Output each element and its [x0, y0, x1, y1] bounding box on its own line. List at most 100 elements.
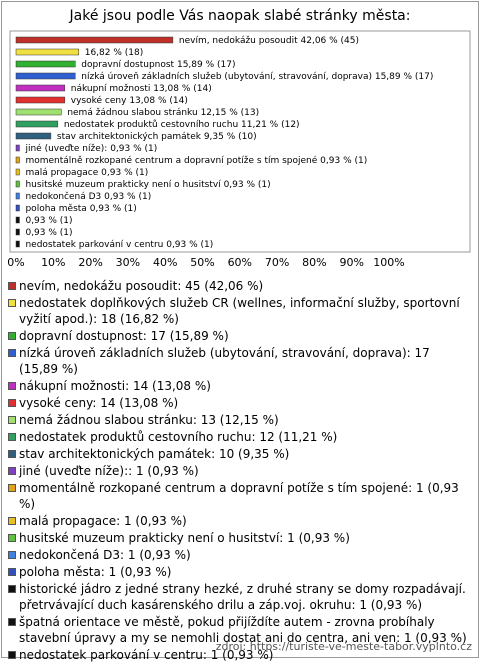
legend-swatch [8, 299, 16, 307]
legend-text: nedostatek produktů cestovního ruchu: 12… [19, 430, 338, 444]
legend: nevím, nedokážu posoudit: 45 (42,06 %) ne… [8, 278, 472, 664]
legend-swatch [8, 618, 16, 626]
bar-label: husitské muzeum prakticky není o husitst… [25, 179, 270, 190]
bar-label: 0,93 % (1) [25, 228, 72, 238]
legend-text: momentálně rozkopané centrum a dopravní … [19, 481, 459, 511]
bar-label: malá propagace 0,93 % (1) [25, 168, 148, 178]
bar-category: stav architektonických památek [57, 132, 202, 142]
legend-text: nevím, nedokážu posoudit: 45 (42,06 %) [19, 279, 264, 293]
value-label: 15,89 % (17) [375, 72, 434, 82]
legend-swatch [8, 282, 16, 290]
legend-swatch [8, 534, 16, 542]
plot-frame [9, 30, 471, 253]
chart-title: Jaké jsou podle Vás naopak slabé stránky… [69, 8, 411, 24]
bar-category: nevím, nedokážu posoudit [179, 36, 298, 46]
bar [15, 84, 66, 92]
bar [15, 96, 66, 104]
bar-category: momentálně rozkopané centrum a dopravní … [25, 155, 317, 166]
legend-text: nákupní možnosti: 14 (13,08 %) [19, 379, 211, 393]
bar-label: 0,93 % (1) [25, 216, 72, 226]
bar [15, 120, 59, 128]
legend-swatch [8, 517, 16, 525]
legend-item: špatná orientace ve městě, pokud přijížd… [8, 614, 472, 646]
bar [15, 132, 52, 140]
bar [15, 108, 62, 116]
x-tick-label: 70% [265, 256, 289, 269]
bar-category: malá propagace [25, 168, 98, 178]
bar-category: nízká úroveň základních služeb (ubytován… [81, 71, 372, 82]
legend-item: nákupní možnosti: 14 (13,08 %) [8, 378, 472, 394]
bar [15, 48, 79, 56]
legend-item: jiné (uveďte níže):: 1 (0,93 %) [8, 463, 472, 479]
x-tick-label: 30% [116, 256, 140, 269]
value-label: 11,21 % (12) [241, 120, 300, 130]
value-label: 0,93 % (1) [110, 144, 157, 154]
value-label: 0,93 % (1) [25, 216, 72, 226]
legend-item: nedostatek produktů cestovního ruchu: 12… [8, 429, 472, 445]
legend-swatch [8, 551, 16, 559]
x-tick-label: 20% [78, 256, 102, 269]
legend-item: nízká úroveň základních služeb (ubytován… [8, 345, 472, 377]
bar-label: nemá žádnou slabou stránku 12,15 % (13) [67, 108, 259, 118]
legend-text: historické jádro z jedné strany hezké, z… [19, 582, 466, 612]
legend-text: vysoké ceny: 14 (13,08 %) [19, 396, 179, 410]
legend-swatch [8, 585, 16, 593]
bar-label: 16,82 % (18) [85, 48, 144, 58]
legend-swatch [8, 467, 16, 475]
legend-item: historické jádro z jedné strany hezké, z… [8, 581, 472, 613]
legend-item: poloha města: 1 (0,93 %) [8, 564, 472, 580]
bar [15, 60, 76, 68]
source: zdroj: https://turiste-ve-meste-tabor.vy… [215, 640, 472, 653]
legend-text: stav architektonických památek: 10 (9,35… [19, 447, 290, 461]
x-tick-label: 40% [153, 256, 177, 269]
legend-text: nedokončená D3: 1 (0,93 %) [19, 548, 191, 562]
bar [15, 72, 76, 80]
bar [15, 204, 20, 212]
value-label: 13,08 % (14) [153, 84, 212, 94]
bar-category: jiné (uveďte níže): [24, 143, 107, 154]
value-label: 13,08 % (14) [129, 96, 188, 106]
value-label: 0,93 % (1) [166, 240, 213, 250]
legend-text: nemá žádnou slabou stránku: 13 (12,15 %) [19, 413, 279, 427]
bar-category: nedostatek parkování v centru [25, 240, 163, 250]
bar [15, 240, 20, 248]
legend-text: malá propagace: 1 (0,93 %) [19, 514, 187, 528]
legend-swatch [8, 433, 16, 441]
bar [15, 180, 20, 188]
legend-item: nedostatek doplňkových služeb CR (wellne… [8, 295, 472, 327]
legend-item: nedokončená D3: 1 (0,93 %) [8, 547, 472, 563]
bar [15, 36, 174, 44]
bar-label: vysoké ceny 13,08 % (14) [71, 95, 188, 106]
legend-item: malá propagace: 1 (0,93 %) [8, 513, 472, 529]
x-tick-label: 100% [373, 256, 404, 269]
legend-text: špatná orientace ve městě, pokud přijížd… [19, 615, 467, 645]
x-tick-label: 60% [228, 256, 252, 269]
legend-swatch [8, 416, 16, 424]
legend-swatch [8, 450, 16, 458]
legend-text: dopravní dostupnost: 17 (15,89 %) [19, 329, 229, 343]
bar [15, 192, 20, 200]
bar-label: poloha města 0,93 % (1) [25, 204, 136, 214]
bar-category: poloha města [25, 204, 86, 214]
legend-swatch [8, 332, 16, 340]
value-label: 15,89 % (17) [177, 60, 236, 70]
legend-text: poloha města: 1 (0,93 %) [19, 565, 172, 579]
bar-category: nemá žádnou slabou stránku [67, 108, 197, 118]
bar-label: nevím, nedokážu posoudit 42,06 % (45) [179, 36, 359, 46]
bar-label: nedostatek produktů cestovního ruchu 11,… [64, 119, 300, 130]
legend-swatch [8, 382, 16, 390]
bar [15, 216, 20, 224]
x-tick-label: 0% [7, 256, 24, 269]
bar-label: nedostatek parkování v centru 0,93 % (1) [25, 240, 213, 250]
bar-category: husitské muzeum prakticky není o husitst… [25, 179, 221, 190]
value-label: 0,93 % (1) [101, 168, 148, 178]
value-label: 0,93 % (1) [104, 192, 151, 202]
bar [15, 168, 20, 176]
legend-item: husitské muzeum prakticky není o husitst… [8, 530, 472, 546]
chart: 0% 10% 20% 30% 40% 50% 60% 70% 80% 90% 100% nevím, … [7, 30, 471, 269]
value-label: 0,93 % (1) [224, 180, 271, 190]
value-label: 0,93 % (1) [320, 156, 367, 166]
legend-item: stav architektonických památek: 10 (9,35… [8, 446, 472, 462]
legend-swatch [8, 568, 16, 576]
